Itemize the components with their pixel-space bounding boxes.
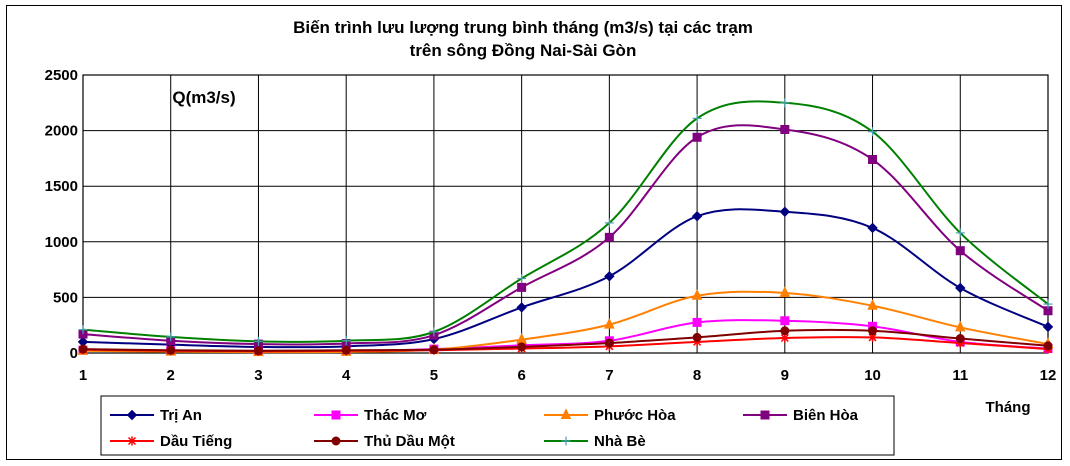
data-point [780, 124, 790, 134]
data-point [78, 344, 88, 354]
data-point [691, 211, 703, 222]
data-point [692, 332, 702, 342]
data-point [779, 286, 791, 297]
data-point [429, 327, 439, 337]
data-point [341, 345, 351, 355]
x-tick-label: 9 [781, 367, 789, 384]
legend-marker [760, 410, 770, 420]
legend-item: Thủ Dầu Một [314, 433, 455, 450]
legend-label: Thác Mơ [364, 407, 427, 424]
legend-item: Nhà Bè [544, 433, 646, 450]
data-point [867, 222, 878, 234]
data-point [955, 228, 965, 238]
data-point [604, 338, 614, 348]
legend-item: Dầu Tiếng [110, 433, 232, 450]
legend-label: Trị An [160, 407, 202, 424]
data-point [517, 342, 527, 352]
data-point [955, 334, 965, 344]
data-point [868, 155, 878, 165]
y-axis-label: Q(m3/s) [172, 88, 235, 107]
data-point [604, 318, 615, 329]
chart-title-line-2: trên sông Đồng Nai-Sài Gòn [410, 41, 637, 60]
chart-title-line-1: Biến trình lưu lượng trung bình tháng (m… [293, 18, 753, 37]
data-point [166, 345, 176, 355]
series-line [82, 208, 1049, 349]
series-6 [78, 98, 1053, 346]
legend-marker [331, 436, 341, 446]
data-point [429, 345, 439, 355]
x-tick-label: 8 [693, 367, 701, 384]
x-tick-label: 11 [952, 367, 968, 384]
legend-item: Biên Hòa [743, 407, 859, 424]
legend-marker [126, 409, 138, 421]
legend-marker [331, 410, 341, 420]
y-tick-label: 2500 [45, 67, 78, 84]
legend-item: Trị An [110, 407, 202, 424]
data-point [604, 232, 614, 242]
data-point [604, 271, 615, 282]
data-point [253, 346, 263, 356]
x-tick-label: 3 [254, 367, 262, 384]
y-tick-label: 500 [53, 289, 78, 306]
plot-border [82, 74, 1049, 354]
series-line [82, 328, 1049, 352]
data-point [604, 218, 614, 228]
x-axis-label: Tháng [986, 399, 1031, 416]
data-point [780, 326, 790, 336]
x-tick-label: 1 [79, 367, 87, 384]
data-point [780, 98, 790, 108]
data-point [779, 206, 791, 217]
legend-item: Phước Hòa [544, 407, 676, 424]
data-point [517, 273, 527, 283]
series-5 [78, 326, 1053, 356]
data-point [692, 132, 702, 142]
legend-label: Phước Hòa [594, 407, 676, 424]
data-point [955, 246, 965, 256]
legend-box [100, 395, 895, 456]
legend-marker [561, 436, 571, 446]
data-point [341, 336, 351, 346]
data-point [868, 127, 878, 137]
legend-label: Nhà Bè [594, 433, 646, 450]
legend-marker [127, 436, 137, 446]
x-tick-label: 4 [342, 367, 351, 384]
x-tick-label: 12 [1040, 367, 1057, 384]
data-point [1042, 321, 1054, 333]
legend-label: Dầu Tiếng [160, 433, 232, 450]
y-tick-label: 1500 [45, 178, 78, 195]
x-tick-label: 10 [864, 367, 881, 384]
data-point [253, 336, 263, 346]
y-tick-label: 0 [70, 345, 78, 362]
x-tick-label: 7 [605, 367, 613, 384]
legend-item: Thác Mơ [314, 407, 427, 424]
data-point [868, 326, 878, 336]
x-tick-label: 6 [517, 367, 525, 384]
y-tick-label: 2000 [45, 123, 78, 140]
data-point [692, 113, 702, 123]
data-point [954, 320, 966, 332]
legend: Trị An Thác Mơ Phước Hòa Biên Hòa Dầu Tiếng T… [110, 407, 859, 450]
data-point [691, 289, 703, 300]
legend-marker [560, 408, 572, 419]
data-point [1043, 341, 1053, 351]
x-tick-label: 2 [167, 367, 175, 384]
data-point [692, 317, 702, 327]
data-point [517, 282, 527, 292]
y-tick-label: 1000 [45, 234, 78, 251]
data-point [780, 316, 790, 326]
x-tick-label: 5 [430, 367, 438, 384]
data-point [78, 325, 88, 335]
data-point [955, 282, 966, 294]
data-point [867, 299, 878, 310]
legend-label: Thủ Dầu Một [364, 433, 455, 450]
data-point [166, 332, 176, 342]
data-point [1043, 299, 1053, 309]
legend-label: Biên Hòa [793, 407, 859, 424]
data-point [868, 332, 878, 342]
data-point [516, 302, 527, 313]
